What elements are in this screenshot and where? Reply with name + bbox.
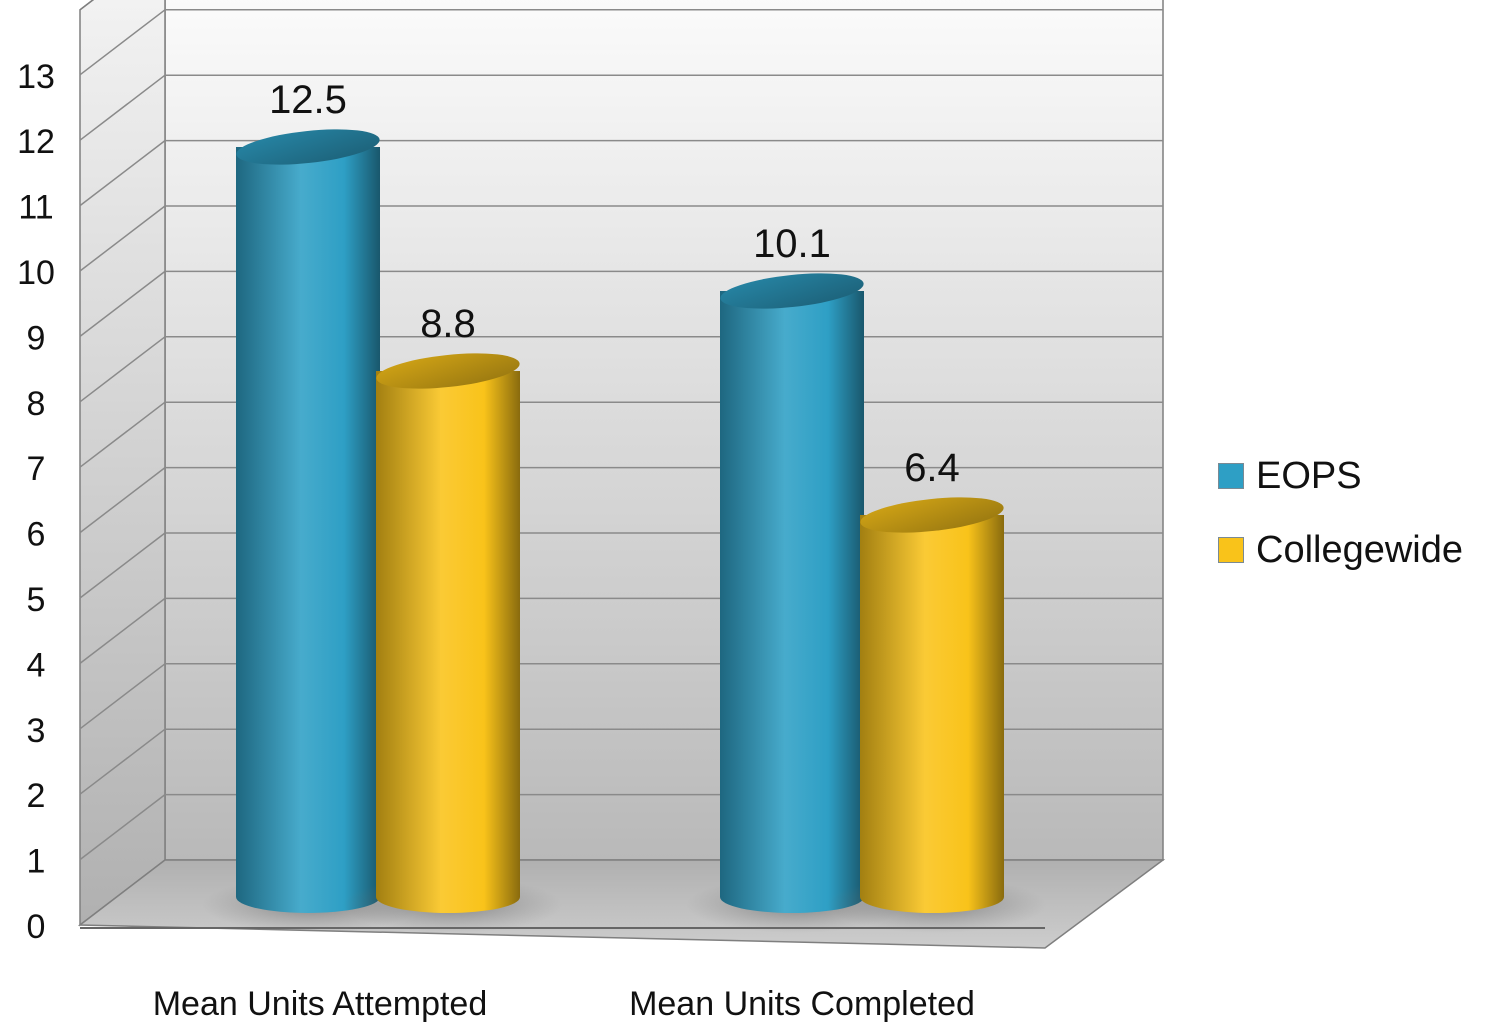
bars (202, 129, 1046, 933)
data-label-eops-1: 10.1 (753, 222, 831, 266)
y-tick-label: 7 (27, 450, 46, 488)
data-labels: 12.5 10.1 8.8 6.4 (269, 78, 960, 490)
y-tick-label: 0 (27, 908, 46, 946)
gridline-side (79, 205, 166, 272)
legend-swatch-eops (1218, 463, 1244, 489)
data-label-collegewide-0: 8.8 (420, 302, 476, 346)
legend-label-collegewide: Collegewide (1256, 528, 1464, 571)
y-tick-label: 8 (27, 385, 46, 423)
side-wall (79, 0, 166, 927)
y-tick-label: 12 (17, 123, 55, 161)
gridline-side (79, 401, 166, 468)
y-tick-label: 2 (27, 777, 46, 815)
gridline-side (79, 532, 166, 599)
gridline-side (79, 336, 166, 403)
gridline-side (79, 728, 166, 795)
y-tick-label: 3 (27, 712, 46, 750)
y-tick-label: 10 (17, 254, 55, 292)
bar-collegewide-1 (826, 497, 1046, 933)
y-tick-label: 5 (27, 581, 46, 619)
gridline-side (79, 9, 166, 76)
legend-label-eops: EOPS (1256, 454, 1362, 497)
y-tick-label: 9 (27, 319, 46, 357)
y-tick-label: 13 (17, 58, 55, 96)
legend-item-eops: EOPS (1218, 452, 1463, 500)
gridline-side (79, 794, 166, 861)
y-tick-label: 4 (27, 646, 46, 684)
x-category-label: Mean Units Attempted (153, 985, 488, 1023)
legend: EOPS Collegewide (1218, 452, 1463, 600)
gridline-side (79, 663, 166, 730)
y-tick-label: 11 (18, 189, 53, 227)
x-category-label: Mean Units Completed (629, 985, 975, 1023)
gridline-side (79, 270, 166, 337)
data-label-eops-0: 12.5 (269, 78, 347, 122)
y-tick-label: 1 (27, 843, 46, 881)
gridline-side (79, 467, 166, 534)
legend-item-collegewide: Collegewide (1218, 526, 1463, 574)
gridline-side (79, 597, 166, 664)
y-tick-label: 6 (27, 516, 46, 554)
bar-collegewide-0 (342, 353, 562, 933)
data-label-collegewide-1: 6.4 (904, 446, 960, 490)
gridline-side (79, 74, 166, 141)
legend-swatch-collegewide (1218, 537, 1244, 563)
x-axis-labels: Mean Units Attempted Mean Units Completed (153, 985, 975, 1023)
gridline-side (79, 140, 166, 207)
